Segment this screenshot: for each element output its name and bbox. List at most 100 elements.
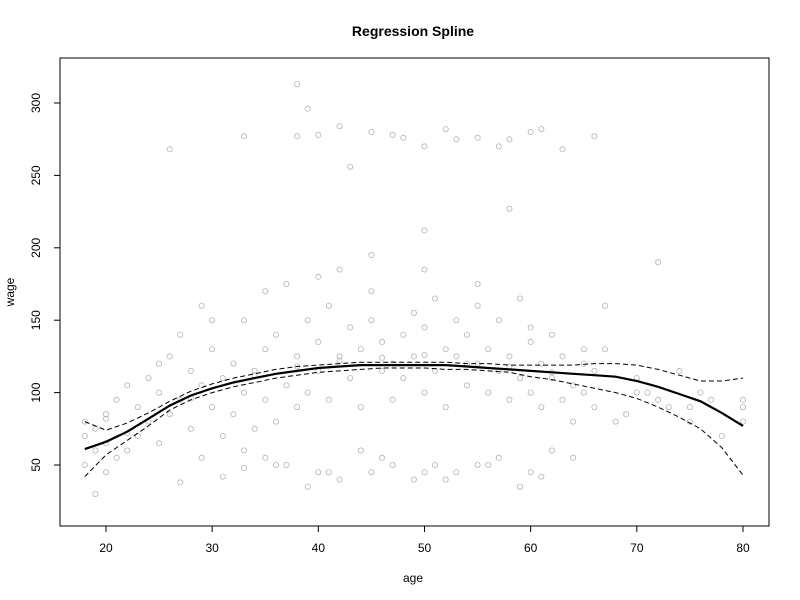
scatter-point — [559, 396, 566, 403]
scatter-point — [527, 324, 534, 331]
scatter-point — [453, 136, 460, 143]
scatter-point — [485, 389, 492, 396]
scatter-point — [612, 418, 619, 425]
scatter-point — [81, 432, 88, 439]
chart-title: Regression Spline — [352, 23, 474, 39]
scatter-point — [166, 411, 173, 418]
scatter-point — [421, 469, 428, 476]
scatter-point — [230, 360, 237, 367]
scatter-point — [251, 425, 258, 432]
scatter-point — [527, 338, 534, 345]
scatter-point — [103, 415, 110, 422]
scatter-point — [325, 469, 332, 476]
scatter-point — [495, 317, 502, 324]
scatter-point — [633, 389, 640, 396]
scatter-point — [389, 131, 396, 138]
scatter-point — [113, 396, 120, 403]
scatter-point — [410, 353, 417, 360]
scatter-point — [103, 469, 110, 476]
scatter-point — [485, 346, 492, 353]
scatter-point — [262, 396, 269, 403]
scatter-point — [740, 404, 747, 411]
scatter-point — [198, 382, 205, 389]
scatter-point — [495, 454, 502, 461]
scatter-point — [485, 461, 492, 468]
scatter-point — [219, 473, 226, 480]
scatter-point — [336, 476, 343, 483]
scatter-point — [718, 432, 725, 439]
scatter-point — [453, 353, 460, 360]
scatter-point — [538, 473, 545, 480]
scatter-point — [336, 353, 343, 360]
scatter-point — [474, 134, 481, 141]
scatter-point — [463, 331, 470, 338]
scatter-point — [357, 346, 364, 353]
scatter-point — [474, 461, 481, 468]
scatter-point — [421, 227, 428, 234]
scatter-point — [538, 360, 545, 367]
upper-confidence-band — [84, 361, 744, 431]
scatter-point — [283, 461, 290, 468]
scatter-point — [538, 404, 545, 411]
scatter-point — [591, 404, 598, 411]
scatter-point — [570, 418, 577, 425]
y-tick-label: 50 — [29, 458, 43, 472]
scatter-point — [156, 360, 163, 367]
scatter-point — [262, 288, 269, 295]
scatter-point — [209, 317, 216, 324]
scatter-point — [517, 375, 524, 382]
scatter-point — [389, 461, 396, 468]
scatter-point — [187, 425, 194, 432]
scatter-point — [570, 382, 577, 389]
scatter-point — [538, 126, 545, 133]
scatter-point — [591, 367, 598, 374]
scatter-point — [602, 302, 609, 309]
scatter-point — [400, 375, 407, 382]
scatter-point — [92, 490, 99, 497]
scatter-point — [453, 317, 460, 324]
scatter-point — [124, 447, 131, 454]
scatter-point — [527, 389, 534, 396]
scatter-point — [495, 143, 502, 150]
scatter-point — [506, 136, 513, 143]
scatter-point — [378, 338, 385, 345]
scatter-point — [336, 266, 343, 273]
scatter-point — [400, 134, 407, 141]
scatter-point — [421, 324, 428, 331]
y-tick-label: 150 — [29, 310, 43, 330]
scatter-point — [325, 396, 332, 403]
scatter-point — [453, 469, 460, 476]
scatter-point — [251, 367, 258, 374]
scatter-point — [198, 454, 205, 461]
scatter-point — [315, 131, 322, 138]
scatter-point — [156, 389, 163, 396]
y-axis: 50 100 150 200 250 300 — [29, 93, 60, 472]
x-tick-label: 30 — [205, 541, 219, 555]
scatter-point — [272, 418, 279, 425]
scatter-point — [548, 447, 555, 454]
scatter-point — [410, 309, 417, 316]
scatter-point — [272, 461, 279, 468]
scatter-point — [198, 302, 205, 309]
scatter-point — [134, 404, 141, 411]
scatter-point — [262, 346, 269, 353]
scatter-point — [209, 404, 216, 411]
scatter-point — [570, 454, 577, 461]
y-tick-label: 300 — [29, 93, 43, 113]
scatter-point — [506, 353, 513, 360]
scatter-point — [368, 128, 375, 135]
scatter-point — [708, 396, 715, 403]
scatter-point — [665, 404, 672, 411]
scatter-point — [442, 404, 449, 411]
scatter-point — [113, 454, 120, 461]
scatter-point — [81, 418, 88, 425]
scatter-point — [315, 273, 322, 280]
x-axis: 20 30 40 50 60 70 80 — [99, 526, 750, 555]
scatter-point — [187, 367, 194, 374]
scatter-point — [304, 317, 311, 324]
scatter-point — [294, 81, 301, 88]
x-tick-label: 20 — [99, 541, 113, 555]
scatter-point — [580, 346, 587, 353]
y-axis-label: wage — [3, 277, 17, 307]
